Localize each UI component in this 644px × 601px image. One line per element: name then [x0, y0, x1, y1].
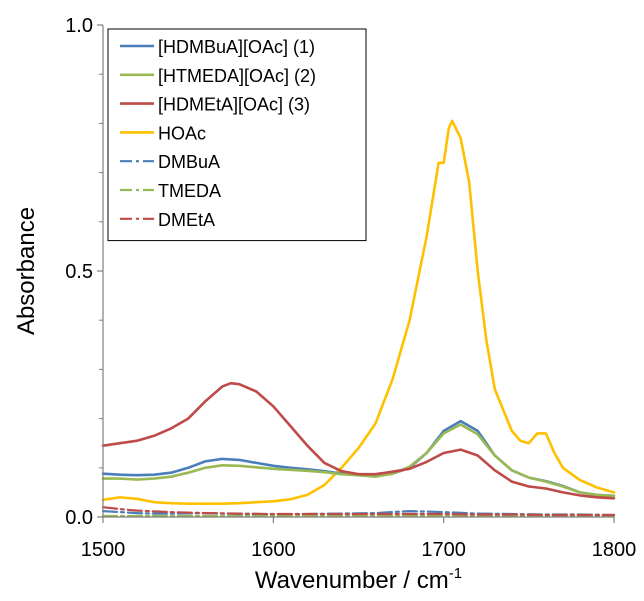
series-line-hoac	[101, 119, 616, 505]
x-tick-label: 1800	[592, 539, 637, 561]
legend-label: [HDMEtA][OAc] (3)	[158, 95, 310, 115]
x-tick-label: 1500	[81, 539, 126, 561]
legend-label: DMEtA	[158, 210, 215, 230]
x-axis-title: Wavenumber / cm-1	[255, 565, 462, 594]
y-tick-label: 1.0	[65, 15, 93, 37]
x-tick-label: 1600	[251, 539, 296, 561]
legend-label: TMEDA	[158, 181, 221, 201]
y-axis-title: Absorbance	[13, 207, 40, 335]
x-axis-title-superscript: -1	[449, 565, 462, 582]
x-tick-label: 1700	[421, 539, 466, 561]
x-ticks: 1500 1600 1700 1800	[81, 517, 637, 561]
y-tick-label: 0.0	[65, 507, 93, 529]
legend: [HDMBuA][OAc] (1) [HTMEDA][OAc] (2) [HDMEt…	[107, 28, 367, 242]
y-tick-label: 0.5	[65, 261, 93, 283]
x-axis-title-main: Wavenumber / cm	[255, 567, 449, 594]
legend-label: [HTMEDA][OAc] (2)	[158, 66, 316, 86]
legend-box	[107, 28, 367, 242]
y-ticks: 0.0 0.5 1.0	[65, 15, 103, 529]
series-line-dmeta	[101, 506, 616, 517]
legend-label: DMBuA	[158, 152, 220, 172]
series-line-hdmeta-oac-3	[101, 381, 616, 500]
legend-label: [HDMBuA][OAc] (1)	[158, 37, 315, 57]
legend-label: HOAc	[158, 123, 206, 143]
plot-series	[101, 119, 616, 518]
